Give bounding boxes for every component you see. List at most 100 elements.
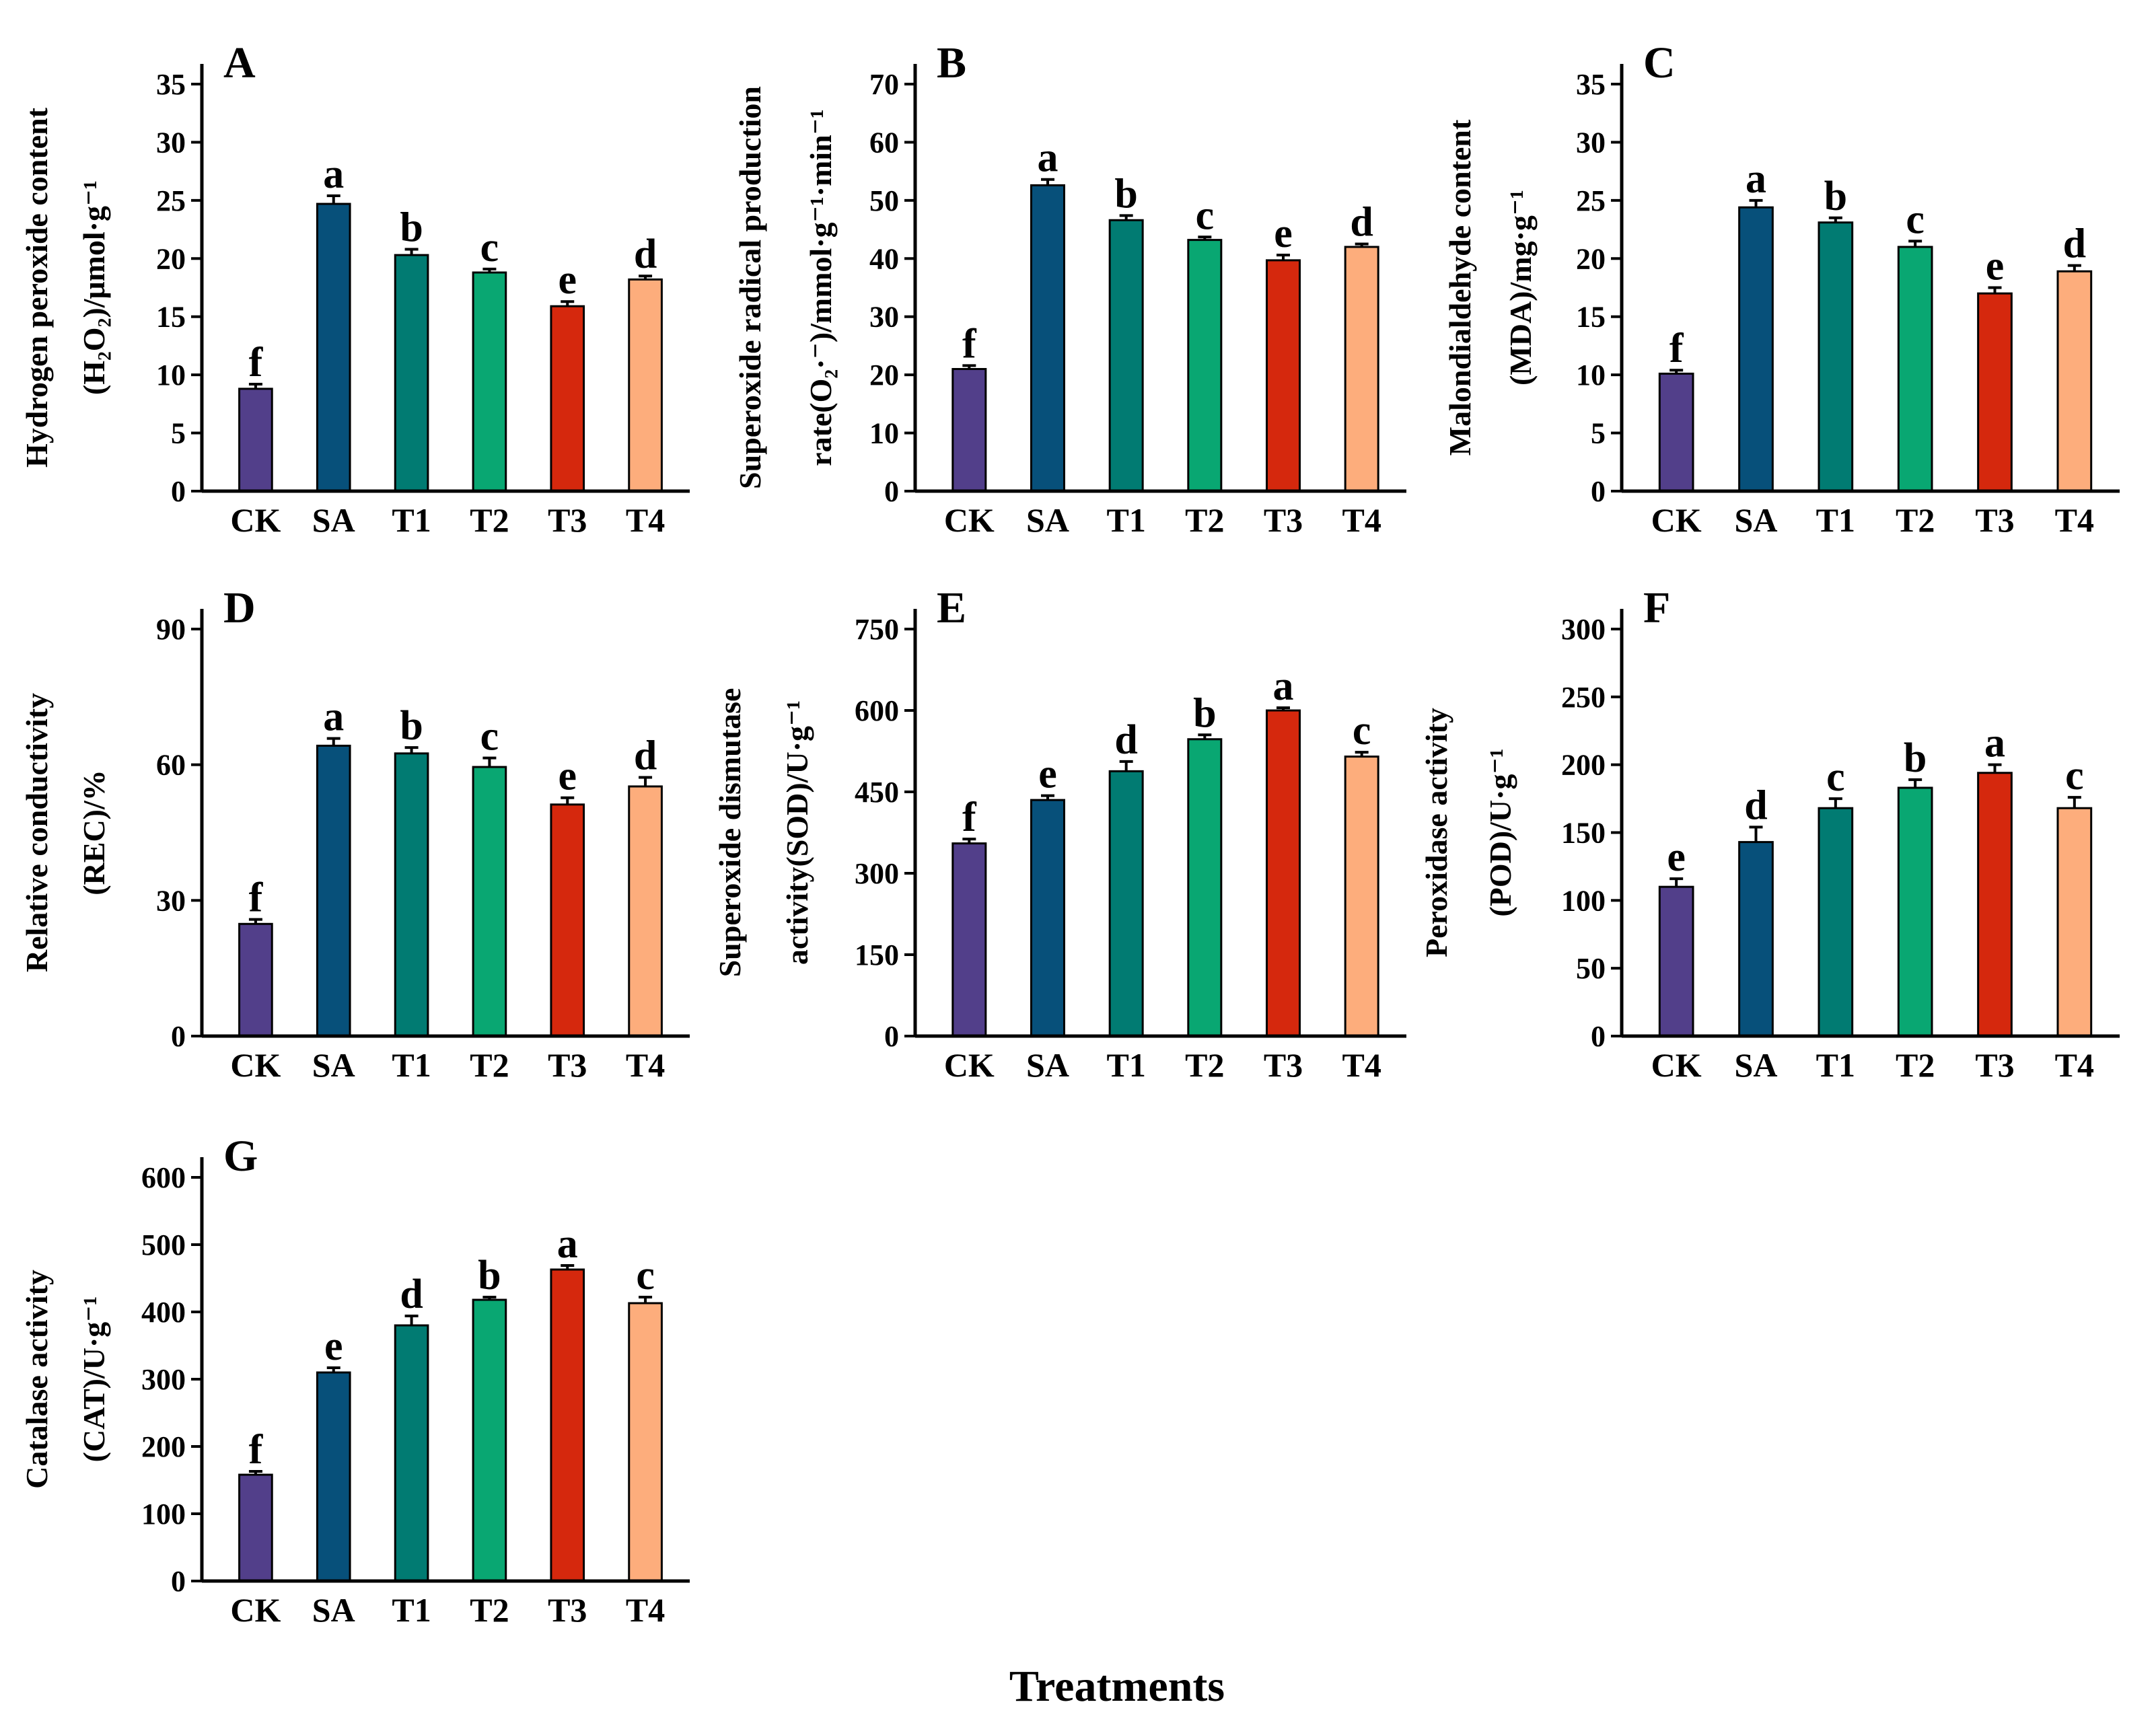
error-bar-sa bbox=[326, 194, 340, 205]
bar-t1 bbox=[394, 1324, 429, 1582]
y-tick-label: 150 bbox=[855, 939, 899, 971]
error-bar-t1 bbox=[1828, 797, 1842, 809]
y-tick-label: 250 bbox=[1561, 681, 1606, 714]
error-bar-sa bbox=[1041, 794, 1054, 801]
category-label-ck: CK bbox=[944, 501, 995, 539]
error-bar-t2 bbox=[1198, 235, 1212, 240]
category-label-ck: CK bbox=[230, 1046, 281, 1084]
bar-sa bbox=[1738, 841, 1774, 1037]
bar-t2 bbox=[1187, 239, 1223, 492]
significance-letter-t1: d bbox=[1114, 717, 1137, 763]
category-label-t1: T1 bbox=[1106, 501, 1145, 539]
category-label-t3: T3 bbox=[548, 501, 587, 539]
significance-letter-sa: d bbox=[1744, 782, 1767, 828]
y-tick-label: 30 bbox=[156, 884, 186, 917]
error-bar-t4 bbox=[2067, 264, 2081, 272]
y-tick-label: 20 bbox=[869, 359, 899, 392]
category-label-sa: SA bbox=[1735, 1046, 1778, 1084]
y-tick-label: 15 bbox=[1576, 301, 1606, 334]
y-tick-label: 30 bbox=[1576, 126, 1606, 159]
significance-letter-t3: a bbox=[1273, 663, 1294, 709]
y-tick-label: 10 bbox=[1576, 359, 1606, 392]
significance-letter-t2: c bbox=[1196, 192, 1215, 238]
y-tick-label: 0 bbox=[884, 475, 899, 508]
significance-letter-t4: d bbox=[1350, 200, 1373, 246]
error-bar-t2 bbox=[482, 1296, 497, 1300]
y-tick-label: 300 bbox=[141, 1363, 186, 1396]
category-label-ck: CK bbox=[1651, 501, 1702, 539]
significance-letter-t2: b bbox=[1193, 690, 1216, 736]
significance-letter-sa: a bbox=[323, 151, 344, 197]
significance-letter-t1: c bbox=[1826, 754, 1845, 800]
chart-panel-b: 0 10 20 30 40 50 60 70 f CK a SA b T1 c T2 e T3 d T4 B Supero… bbox=[733, 38, 1406, 539]
error-bar-t3 bbox=[1988, 286, 2002, 294]
y-axis-label-line-1: Superoxide dismutase bbox=[713, 688, 747, 978]
y-tick-label: 600 bbox=[141, 1161, 186, 1194]
y-tick-label: 50 bbox=[869, 184, 899, 217]
panel-letter: A bbox=[223, 38, 256, 87]
error-bar-t1 bbox=[1828, 216, 1842, 223]
category-label-sa: SA bbox=[1026, 501, 1069, 539]
category-label-sa: SA bbox=[312, 1046, 355, 1084]
bar-t3 bbox=[1266, 259, 1301, 492]
y-tick-label: 400 bbox=[141, 1296, 186, 1329]
category-label-t2: T2 bbox=[470, 1591, 509, 1629]
y-tick-label: 5 bbox=[171, 417, 186, 450]
significance-letter-t2: c bbox=[1906, 196, 1925, 242]
significance-letter-ck: f bbox=[249, 875, 264, 921]
category-label-sa: SA bbox=[1026, 1046, 1069, 1084]
significance-letter-t2: b bbox=[1904, 735, 1927, 781]
bar-ck bbox=[238, 922, 273, 1037]
category-label-t4: T4 bbox=[626, 501, 665, 539]
error-bar-ck bbox=[962, 838, 976, 844]
chart-panel-f: 0 50 100 150 200 250 300 e CK d SA c T1 b T2 a T3 c T4 F Per… bbox=[1419, 583, 2120, 1084]
bar-sa bbox=[1030, 184, 1065, 492]
category-label-t2: T2 bbox=[1185, 1046, 1224, 1084]
error-bar-t1 bbox=[1119, 760, 1133, 772]
panel-letter: F bbox=[1643, 583, 1670, 632]
y-tick-label: 90 bbox=[156, 613, 186, 646]
bar-t2 bbox=[1897, 786, 1933, 1037]
error-bar-sa bbox=[326, 1366, 340, 1372]
category-label-t3: T3 bbox=[548, 1591, 587, 1629]
bar-t2 bbox=[1897, 246, 1933, 492]
error-bar-t3 bbox=[1277, 706, 1290, 710]
significance-letter-t2: b bbox=[478, 1253, 501, 1298]
category-label-t1: T1 bbox=[1816, 501, 1855, 539]
significance-letter-ck: f bbox=[1669, 326, 1684, 371]
bar-t3 bbox=[1977, 292, 2013, 492]
category-label-t2: T2 bbox=[470, 1046, 509, 1084]
category-label-t4: T4 bbox=[626, 1591, 665, 1629]
y-axis-label-line-2: (H₂O₂)/μmol·g⁻¹ bbox=[77, 180, 111, 395]
y-tick-label: 10 bbox=[869, 417, 899, 450]
significance-letter-t1: b bbox=[400, 703, 423, 749]
significance-letter-t3: a bbox=[1984, 721, 2005, 766]
category-label-t1: T1 bbox=[1816, 1046, 1855, 1084]
bar-ck bbox=[951, 842, 987, 1037]
chart-panel-c: 0 5 10 15 20 25 30 35 f CK a SA b T1 c T2 e T3 d T4 C Malondi… bbox=[1443, 38, 2120, 539]
significance-letter-ck: f bbox=[249, 340, 264, 386]
bar-t4 bbox=[628, 278, 663, 492]
error-bar-t3 bbox=[561, 1264, 575, 1270]
category-label-t4: T4 bbox=[1342, 501, 1381, 539]
y-tick-label: 5 bbox=[1591, 417, 1606, 450]
significance-letter-t3: e bbox=[558, 257, 577, 303]
y-axis-label-line-1: Hydrogen peroxide content bbox=[20, 107, 54, 468]
y-tick-label: 300 bbox=[855, 857, 899, 890]
bar-t1 bbox=[1108, 770, 1144, 1037]
y-tick-label: 200 bbox=[141, 1430, 186, 1463]
error-bar-ck bbox=[248, 918, 262, 924]
error-bar-t3 bbox=[561, 300, 575, 307]
significance-letter-t2: c bbox=[480, 714, 499, 760]
bar-t1 bbox=[1818, 221, 1854, 492]
significance-letter-ck: f bbox=[962, 795, 977, 840]
error-bar-sa bbox=[1041, 178, 1054, 186]
y-tick-label: 100 bbox=[1561, 884, 1606, 917]
error-bar-ck bbox=[1669, 877, 1684, 887]
y-tick-label: 300 bbox=[1561, 613, 1606, 646]
significance-letter-t4: c bbox=[1353, 708, 1371, 754]
y-axis-label-line-1: Catalase activity bbox=[20, 1270, 54, 1489]
category-label-t2: T2 bbox=[1185, 501, 1224, 539]
category-label-t2: T2 bbox=[1896, 501, 1935, 539]
bar-t4 bbox=[1344, 756, 1379, 1037]
